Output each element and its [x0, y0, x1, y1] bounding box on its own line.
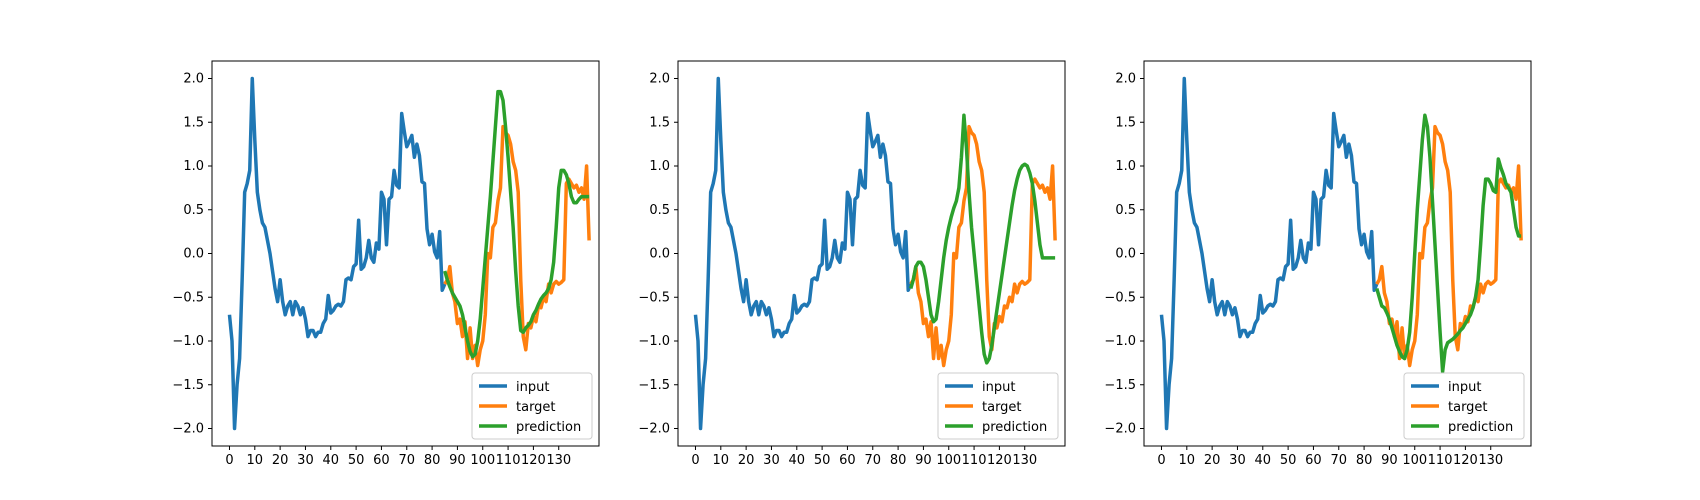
x-tick-label: 60 [1305, 453, 1322, 468]
x-tick-label: 20 [272, 453, 289, 468]
legend-label-prediction: prediction [516, 420, 581, 435]
y-tick-label: −0.5 [1104, 290, 1136, 305]
x-tick-label: 130 [546, 453, 571, 468]
series-line-prediction [443, 89, 590, 359]
x-tick-label: 70 [398, 453, 415, 468]
legend-label-target: target [516, 400, 556, 415]
y-tick-label: 1.5 [649, 115, 670, 130]
x-tick-label: 100 [1402, 453, 1427, 468]
x-tick-label: 50 [814, 453, 831, 468]
x-tick-label: 20 [738, 453, 755, 468]
legend-box [937, 372, 1059, 440]
y-tick-label: −0.5 [172, 290, 204, 305]
x-tick-label: 10 [247, 453, 264, 468]
x-tick-label: 130 [1478, 453, 1503, 468]
x-tick-label: 120 [521, 453, 546, 468]
x-tick-label: 90 [449, 453, 466, 468]
y-tick-label: 1.0 [649, 159, 670, 174]
chart-panel-3: −2.0 −1.5 −1.0 −0.5 0.0 0.5 1.0 1.5 2.0 0 10 20 30 40… [1104, 60, 1532, 468]
axes-frame [677, 60, 1066, 447]
y-tick-label: −1.0 [1104, 334, 1136, 349]
x-tick-label: 50 [1280, 453, 1297, 468]
x-tick-label: 130 [1012, 453, 1037, 468]
y-tick-label: −2.0 [638, 422, 670, 437]
x-tick-label: 0 [225, 453, 233, 468]
x-tick-label: 30 [763, 453, 780, 468]
x-tick-label: 90 [915, 453, 932, 468]
x-tick-label: 60 [373, 453, 390, 468]
x-tick-label: 120 [987, 453, 1012, 468]
legend-label-target: target [1448, 400, 1488, 415]
x-tick-label: 30 [297, 453, 314, 468]
x-tick-label: 70 [1330, 453, 1347, 468]
legend-label-prediction: prediction [1448, 420, 1513, 435]
series-line-input [693, 76, 913, 431]
legend-box [471, 372, 593, 440]
series-line-input [1159, 76, 1379, 431]
legend: input target prediction [471, 372, 593, 440]
legend-label-target: target [982, 400, 1022, 415]
chart-panel-1: −2.0 −1.5 −1.0 −0.5 0.0 0.5 1.0 1.5 2.0 0 10 20 30 40… [172, 60, 600, 468]
y-tick-label: 1.0 [1115, 159, 1136, 174]
x-tick-label: 30 [1229, 453, 1246, 468]
x-tick-label: 80 [890, 453, 907, 468]
legend-label-input: input [1448, 380, 1481, 395]
y-tick-label: −1.5 [638, 378, 670, 393]
y-tick-label: 2.0 [649, 72, 670, 87]
series-line-target [1375, 124, 1523, 368]
y-tick-label: −1.0 [172, 334, 204, 349]
y-tick-label: −1.5 [172, 378, 204, 393]
x-tick-label: 80 [1356, 453, 1373, 468]
y-tick-label: 2.0 [1115, 72, 1136, 87]
x-tick-label: 40 [323, 453, 340, 468]
x-tick-label: 90 [1381, 453, 1398, 468]
x-tick-label: 0 [691, 453, 699, 468]
x-tick-label: 80 [424, 453, 441, 468]
axes-frame [1143, 60, 1532, 447]
chart-panel-2: −2.0 −1.5 −1.0 −0.5 0.0 0.5 1.0 1.5 2.0 0 10 20 30 40… [638, 60, 1066, 468]
y-tick-label: −0.5 [638, 290, 670, 305]
y-tick-label: 0.5 [183, 203, 204, 218]
legend-label-prediction: prediction [982, 420, 1047, 435]
y-tick-label: 0.5 [1115, 203, 1136, 218]
axes-frame [211, 60, 600, 447]
y-tick-label: 1.5 [1115, 115, 1136, 130]
y-tick-label: 1.0 [183, 159, 204, 174]
x-tick-label: 10 [1179, 453, 1196, 468]
legend-label-input: input [516, 380, 549, 395]
x-tick-label: 110 [496, 453, 521, 468]
x-tick-label: 100 [936, 453, 961, 468]
x-tick-label: 20 [1204, 453, 1221, 468]
x-tick-label: 40 [1255, 453, 1272, 468]
y-tick-label: −1.0 [638, 334, 670, 349]
y-tick-label: 0.0 [183, 247, 204, 262]
y-tick-label: 0.0 [1115, 247, 1136, 262]
x-tick-label: 50 [348, 453, 365, 468]
x-tick-label: 110 [1428, 453, 1453, 468]
y-tick-label: 0.0 [649, 247, 670, 262]
series-line-prediction [1375, 113, 1522, 374]
x-tick-label: 70 [864, 453, 881, 468]
x-tick-label: 0 [1157, 453, 1165, 468]
y-tick-label: 0.5 [649, 203, 670, 218]
legend: input target prediction [1403, 372, 1525, 440]
legend-box [1403, 372, 1525, 440]
legend: input target prediction [937, 372, 1059, 440]
series-line-target [909, 124, 1057, 368]
x-tick-label: 100 [470, 453, 495, 468]
x-tick-label: 60 [839, 453, 856, 468]
x-tick-label: 10 [713, 453, 730, 468]
series-line-prediction [909, 113, 1056, 365]
y-tick-label: −2.0 [1104, 422, 1136, 437]
legend-label-input: input [982, 380, 1015, 395]
x-tick-label: 110 [962, 453, 987, 468]
y-tick-label: 2.0 [183, 72, 204, 87]
x-tick-label: 40 [789, 453, 806, 468]
series-line-input [227, 76, 447, 431]
x-tick-label: 120 [1453, 453, 1478, 468]
y-tick-label: −2.0 [172, 422, 204, 437]
y-tick-label: 1.5 [183, 115, 204, 130]
y-tick-label: −1.5 [1104, 378, 1136, 393]
